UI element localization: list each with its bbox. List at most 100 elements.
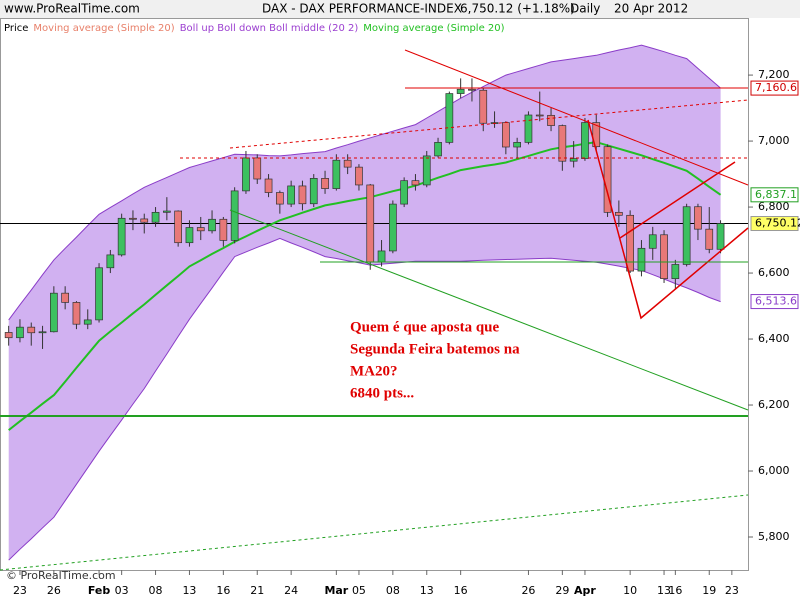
x-tick-label: 26 xyxy=(521,584,535,597)
x-tick-label: 16 xyxy=(668,584,682,597)
y-tick-label: 6,800 xyxy=(758,200,790,213)
candle-body xyxy=(4,332,13,339)
candle-body xyxy=(434,142,442,157)
candle-body xyxy=(16,326,24,339)
x-tick-label: 05 xyxy=(352,584,366,597)
candle-body xyxy=(411,180,420,186)
candle-body xyxy=(547,114,555,126)
candle-body xyxy=(174,210,182,244)
trend-line xyxy=(587,119,749,320)
candle-body xyxy=(592,122,601,148)
candle-body xyxy=(524,114,533,143)
candle-body xyxy=(253,157,262,180)
trend-line xyxy=(0,494,749,571)
x-tick-label: 19 xyxy=(702,584,716,597)
bollinger-lower xyxy=(8,237,721,561)
price-label-box xyxy=(750,294,799,310)
candle-body xyxy=(242,157,250,192)
legend-entry: Moving average (Simple 20) xyxy=(33,23,174,34)
legend-entry: Boll up Boll down Boll middle (20 2) xyxy=(180,23,359,34)
candle-body xyxy=(298,185,307,205)
candle-body xyxy=(95,267,103,321)
candle-body xyxy=(321,178,329,189)
x-tick-label: 23 xyxy=(13,584,27,597)
bollinger-upper xyxy=(8,44,721,321)
candle-body xyxy=(558,125,567,162)
candle-body xyxy=(106,254,115,269)
candle-body xyxy=(716,223,725,250)
candle-body xyxy=(230,190,239,241)
trend-lines xyxy=(0,49,749,571)
candle-body xyxy=(72,302,81,325)
candle-body xyxy=(671,264,680,280)
annotation: 6840 pts... xyxy=(350,385,414,401)
x-tick-label: 21 xyxy=(250,584,264,597)
annotation: Segunda Feira batemos na xyxy=(350,341,520,357)
x-tick-label: 16 xyxy=(216,584,230,597)
candle-body xyxy=(163,210,171,213)
candle-body xyxy=(343,159,352,168)
candle-body xyxy=(377,250,386,263)
candle-body xyxy=(38,331,47,334)
x-tick-label: Feb xyxy=(88,584,111,597)
candle-body xyxy=(129,217,137,220)
candle-body xyxy=(389,203,397,252)
quote: 6,750.12 (+1.18%) xyxy=(460,2,575,16)
candle-body xyxy=(535,114,544,117)
price-label: 7,160.6 xyxy=(755,81,797,94)
candle-body xyxy=(332,159,341,189)
candle-body xyxy=(614,211,623,216)
trend-line xyxy=(229,209,749,411)
candle-body xyxy=(27,326,36,334)
candle-body xyxy=(456,88,465,94)
price-label: 6,750.12 xyxy=(755,217,800,230)
price-label-box xyxy=(750,187,799,203)
bollinger-area xyxy=(8,45,721,561)
header-bar xyxy=(0,0,800,18)
x-tick-label: 26 xyxy=(47,584,61,597)
annotation: MA20? xyxy=(350,363,398,379)
x-tick-label: 13 xyxy=(420,584,434,597)
y-tick-label: 7,200 xyxy=(758,68,790,81)
candle-body xyxy=(479,89,488,124)
price-label: 6,513.6 xyxy=(755,295,797,308)
candle-body xyxy=(445,93,454,143)
candle-body xyxy=(219,218,228,241)
candle-body xyxy=(569,158,578,162)
x-tick-label: Apr xyxy=(574,584,596,597)
legend-entry: Price xyxy=(4,23,28,34)
chart-title: DAX - DAX PERFORMANCE-INDEX xyxy=(262,2,462,16)
candle-body xyxy=(151,211,160,223)
candle-body xyxy=(117,217,126,256)
x-tick-label: Mar xyxy=(324,584,348,597)
date: 20 Apr 2012 xyxy=(614,2,688,16)
candle-body xyxy=(637,247,646,272)
candle-body xyxy=(660,234,668,280)
candle-body xyxy=(502,122,510,148)
candle-body xyxy=(422,155,431,186)
moving-average xyxy=(8,141,722,431)
trend-line xyxy=(404,49,749,186)
legend-entry: Moving average (Simple 20) xyxy=(363,23,504,34)
plot xyxy=(0,44,748,561)
candle-body xyxy=(208,218,216,232)
trend-line xyxy=(229,99,749,149)
candle-body xyxy=(626,214,635,272)
legend: Price Moving average (Simple 20) Boll up B… xyxy=(4,23,505,34)
candle-body xyxy=(49,292,58,333)
x-tick-label: 23 xyxy=(725,584,739,597)
x-tick-label: 10 xyxy=(623,584,637,597)
candle-body xyxy=(468,88,476,91)
candle-body xyxy=(287,185,295,205)
y-tick-label: 6,200 xyxy=(758,398,790,411)
price-label-box xyxy=(750,216,799,232)
y-tick-label: 5,800 xyxy=(758,530,790,543)
candle-body xyxy=(705,228,714,250)
candle-body xyxy=(694,206,702,230)
period: Daily xyxy=(570,2,600,16)
x-tick-label: 29 xyxy=(555,584,569,597)
candle-body xyxy=(196,227,205,232)
x-tick-label: 08 xyxy=(149,584,163,597)
candle-body xyxy=(83,319,92,325)
